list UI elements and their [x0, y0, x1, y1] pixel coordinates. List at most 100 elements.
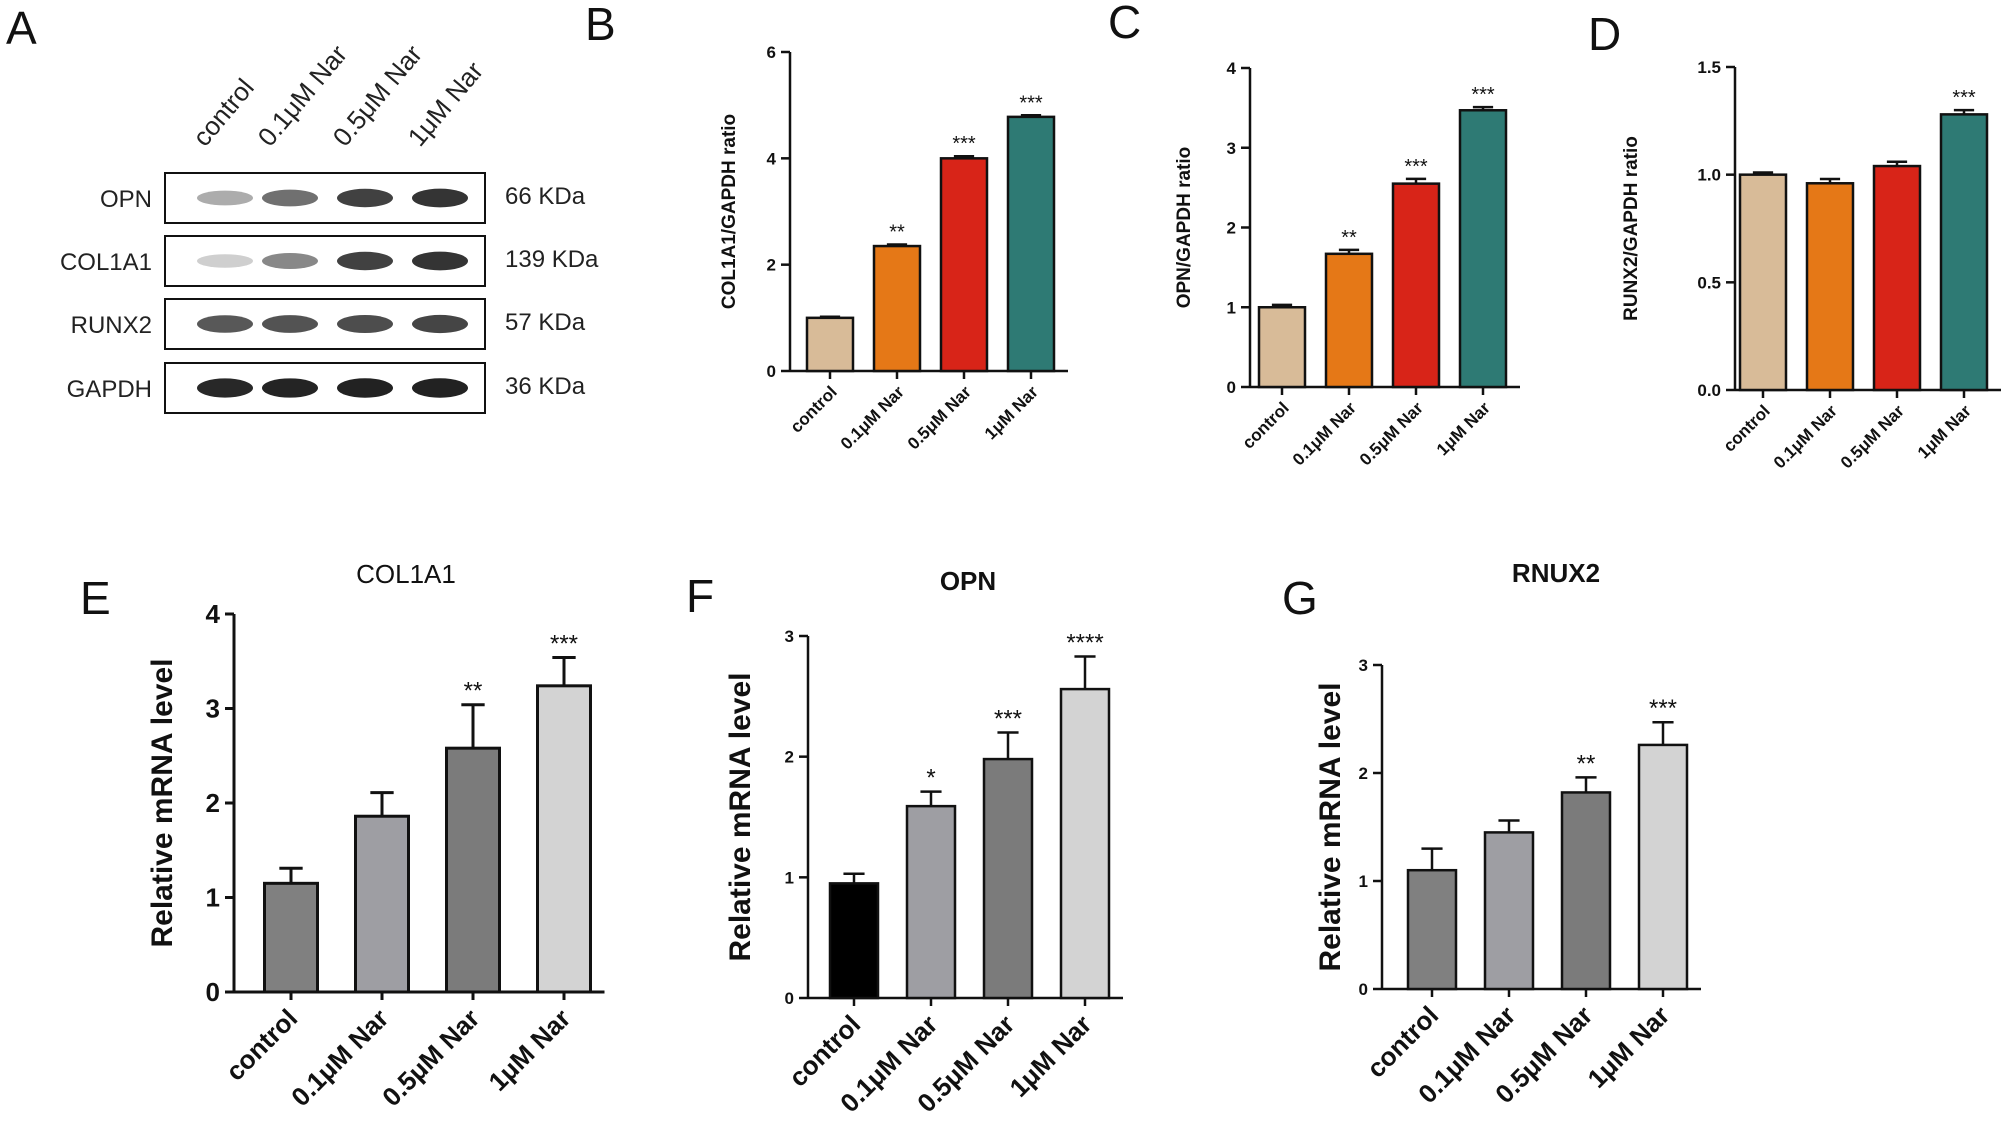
y-tick-label: 2 — [785, 748, 794, 767]
bar — [805, 316, 855, 373]
y-tick-label: 0.5 — [1697, 273, 1721, 292]
significance-label: * — [926, 765, 935, 792]
blot-band — [412, 314, 468, 334]
panel-label-g: G — [1282, 572, 1318, 624]
blot-kda-label: 57 KDa — [505, 309, 586, 336]
category-label: 0.5μM Nar — [376, 1003, 485, 1112]
significance-label: *** — [1952, 87, 1976, 109]
chart-title: RNUX2 — [1512, 558, 1600, 588]
blot-band — [262, 315, 318, 333]
significance-label: *** — [1471, 84, 1495, 106]
y-tick-label: 2 — [767, 256, 776, 275]
y-tick-label: 3 — [206, 694, 220, 724]
y-tick-label: 4 — [1227, 59, 1237, 78]
significance-label: ** — [464, 678, 483, 705]
y-tick-label: 1 — [1227, 298, 1236, 317]
y-tick-label: 1 — [1359, 872, 1368, 891]
bar — [1257, 306, 1307, 389]
category-label: 0.5μM Nar — [1356, 398, 1427, 469]
bar — [1738, 173, 1788, 392]
blot-band — [197, 254, 253, 268]
bar — [1406, 868, 1458, 991]
bar — [1939, 113, 1989, 392]
y-axis-label: COL1A1/GAPDH ratio — [719, 114, 740, 309]
y-axis-label: OPN/GAPDH ratio — [1174, 147, 1195, 309]
blot-protein-label: GAPDH — [67, 376, 152, 403]
category-label: 0.5μM Nar — [904, 382, 975, 453]
category-label: 1μM Nar — [1003, 1009, 1097, 1103]
bar — [1458, 109, 1508, 389]
category-label: 1μM Nar — [981, 382, 1042, 443]
panel-label-e: E — [80, 572, 111, 624]
blot-band — [262, 189, 318, 207]
category-label: 0.5μM Nar — [1837, 401, 1908, 472]
y-tick-label: 1.0 — [1697, 166, 1721, 185]
bar — [1805, 182, 1855, 392]
bar — [1483, 831, 1535, 991]
bar — [939, 157, 989, 373]
y-tick-label: 0 — [1359, 980, 1368, 999]
bar — [828, 882, 880, 1000]
y-tick-label: 3 — [1359, 656, 1368, 675]
category-label: 1μM Nar — [482, 1003, 576, 1097]
y-tick-label: 4 — [767, 149, 777, 168]
blot-band — [262, 253, 318, 269]
chart-c: 0 1 2 3 4 control ** 0.1μM Nar *** 0.5μM Nar *** 1μ… — [1174, 59, 1520, 469]
y-tick-label: 0 — [767, 362, 776, 381]
y-tick-label: 2 — [1359, 764, 1368, 783]
category-label: 1μM Nar — [1433, 398, 1494, 459]
blot-column-label: control — [187, 73, 260, 152]
bar — [1006, 115, 1056, 373]
panel-label-c: C — [1108, 0, 1141, 48]
category-label: control — [787, 382, 841, 436]
blot-band — [337, 378, 393, 398]
y-axis-label: Relative mRNA level — [1314, 682, 1347, 971]
bar — [1391, 182, 1441, 389]
blot-band — [262, 378, 318, 398]
blot-band — [197, 315, 253, 333]
y-tick-label: 1 — [785, 868, 794, 887]
significance-label: ** — [1341, 227, 1357, 249]
panel-label-f: F — [686, 570, 714, 622]
significance-label: ** — [1577, 750, 1596, 777]
category-label: control — [220, 1003, 304, 1087]
category-label: control — [1239, 398, 1293, 452]
bar — [872, 244, 922, 373]
blot-band — [337, 251, 393, 271]
significance-label: *** — [550, 630, 578, 657]
significance-label: *** — [994, 706, 1022, 733]
category-label: 0.1μM Nar — [1289, 398, 1360, 469]
bar — [1324, 252, 1374, 389]
blot-band — [197, 378, 253, 398]
blot-protein-label: OPN — [100, 186, 152, 213]
category-label: 0.1μM Nar — [285, 1003, 394, 1112]
y-tick-label: 4 — [206, 599, 221, 629]
bar — [263, 881, 319, 994]
bar — [1872, 164, 1922, 392]
y-tick-label: 0.0 — [1697, 381, 1721, 400]
panel-label-b: B — [585, 0, 616, 50]
panel-label-d: D — [1588, 8, 1621, 60]
y-tick-label: 2 — [206, 788, 220, 818]
chart-b: 0 2 4 6 control ** 0.1μM Nar *** 0.5μM Nar *** 1μM… — [719, 43, 1068, 453]
bar — [982, 757, 1034, 1000]
blot-band — [337, 188, 393, 208]
blot-kda-label: 139 KDa — [505, 246, 599, 273]
chart-title: COL1A1 — [356, 559, 456, 589]
significance-label: ** — [889, 221, 905, 243]
category-label: 0.1μM Nar — [1770, 401, 1841, 472]
significance-label: *** — [1019, 92, 1043, 114]
blot-band — [412, 188, 468, 208]
category-label: 0.1μM Nar — [837, 382, 908, 453]
y-tick-label: 0 — [785, 989, 794, 1008]
y-tick-label: 6 — [767, 43, 776, 62]
y-tick-label: 3 — [1227, 139, 1236, 158]
y-axis-label: RUNX2/GAPDH ratio — [1621, 136, 1642, 321]
y-tick-label: 1.5 — [1697, 58, 1721, 77]
bar — [354, 814, 410, 994]
significance-label: *** — [1404, 156, 1428, 178]
